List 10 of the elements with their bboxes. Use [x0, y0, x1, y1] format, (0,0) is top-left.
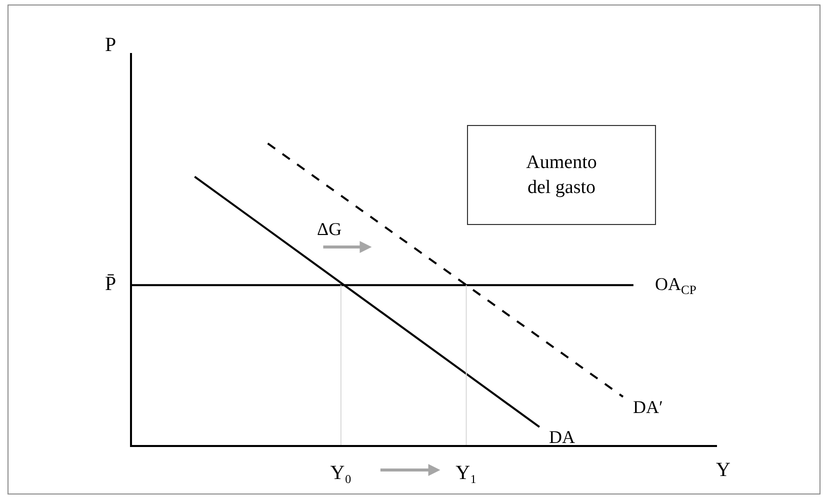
- series-label: DA: [549, 427, 575, 447]
- annotation: Aumento del gasto: [526, 152, 597, 198]
- text: P̄: [105, 273, 116, 295]
- x-axis-title: Y: [716, 459, 730, 481]
- x-tick-label: Y₁: [456, 462, 477, 484]
- annotation: ΔG: [317, 219, 342, 239]
- x-tick-label: Y₀: [330, 462, 352, 484]
- series-label: OA$_{CP}$: [655, 274, 696, 297]
- y-axis-title: P: [105, 34, 116, 56]
- series-label: DA′: [633, 397, 663, 417]
